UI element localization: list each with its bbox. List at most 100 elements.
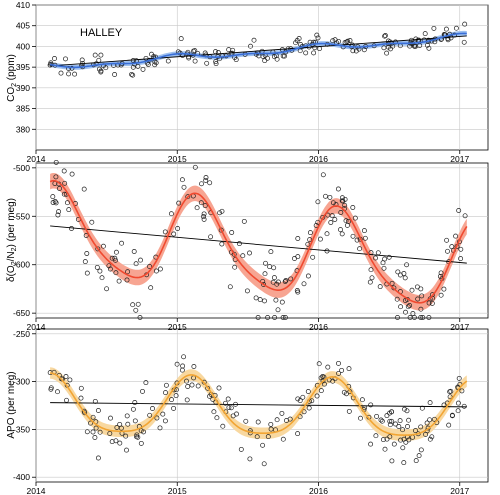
data-point <box>336 360 341 366</box>
data-point <box>395 315 400 320</box>
data-point <box>201 216 207 222</box>
data-point <box>98 52 104 58</box>
data-point <box>130 72 136 78</box>
data-point <box>426 315 432 320</box>
data-point <box>431 416 437 422</box>
data-point <box>361 47 367 53</box>
co2-ylabel-sub: 2 <box>11 83 18 87</box>
data-point <box>455 408 461 414</box>
data-point <box>380 260 386 266</box>
data-point <box>389 280 395 286</box>
data-point <box>84 251 90 256</box>
data-point <box>357 246 363 252</box>
data-point <box>453 233 459 239</box>
data-point <box>148 285 154 291</box>
data-point <box>194 205 200 211</box>
data-point <box>96 57 102 63</box>
y-tick-label: 400 <box>16 41 30 51</box>
data-point <box>184 378 189 384</box>
data-point <box>260 442 266 448</box>
data-point <box>104 286 110 292</box>
y-tick-label: 380 <box>16 124 30 134</box>
apo-fit-curve <box>50 372 468 437</box>
x-tick-label: 2014 <box>27 486 46 495</box>
data-point <box>438 270 444 276</box>
data-point <box>427 400 433 406</box>
data-point <box>446 422 452 428</box>
data-point <box>274 281 280 287</box>
data-point <box>55 212 61 218</box>
smooth-fit-curve <box>49 32 467 69</box>
data-point <box>265 315 271 320</box>
data-point <box>453 25 459 31</box>
data-point <box>346 408 352 414</box>
data-point <box>407 303 413 308</box>
data-point <box>211 409 217 415</box>
data-point <box>344 222 350 228</box>
data-point <box>338 227 343 233</box>
data-point <box>445 248 450 254</box>
data-point <box>280 436 286 442</box>
data-point <box>384 413 390 419</box>
data-point <box>56 209 62 215</box>
co2-fit-curve <box>49 32 467 69</box>
data-point <box>411 315 417 320</box>
data-point <box>296 36 302 41</box>
o2n2-fit-band <box>50 173 467 311</box>
data-point <box>52 56 57 61</box>
data-point <box>354 237 360 243</box>
data-point <box>214 415 220 421</box>
co2-ticks: 2014 2015 2016 2017 380 385 390 395 400 405 410 <box>16 0 470 164</box>
data-point <box>389 458 395 464</box>
data-point <box>241 218 247 224</box>
data-point <box>268 426 274 432</box>
data-point <box>99 275 105 281</box>
data-point <box>449 413 455 419</box>
data-point <box>418 447 424 453</box>
data-point <box>53 174 59 180</box>
data-point <box>343 391 349 397</box>
data-point <box>300 394 306 400</box>
long-term-trend-line <box>50 402 467 408</box>
data-point <box>58 70 64 76</box>
data-point <box>133 307 139 313</box>
data-point <box>143 55 149 61</box>
data-point <box>362 235 368 241</box>
data-point <box>107 266 113 272</box>
data-point <box>84 429 90 435</box>
data-point <box>78 395 84 401</box>
data-point <box>297 398 303 404</box>
data-point <box>130 406 136 412</box>
data-point <box>305 389 311 394</box>
data-point <box>461 403 467 409</box>
data-point <box>420 315 426 320</box>
data-point <box>332 217 338 222</box>
data-point <box>338 210 344 215</box>
data-point <box>160 411 166 417</box>
data-point <box>406 437 412 443</box>
data-point <box>64 397 69 403</box>
data-point <box>191 364 197 369</box>
data-point <box>82 410 88 416</box>
data-point <box>397 272 403 278</box>
x-tick-label: 2016 <box>309 154 328 164</box>
data-point <box>171 231 177 237</box>
data-point <box>140 66 146 72</box>
data-point <box>90 429 96 435</box>
data-point <box>109 439 115 445</box>
data-point <box>218 227 224 233</box>
y-tick-label: 385 <box>16 104 30 114</box>
data-point <box>260 53 266 59</box>
data-point <box>175 226 181 231</box>
data-point <box>426 45 432 51</box>
x-tick-label: 2015 <box>168 154 187 164</box>
data-point <box>238 446 244 452</box>
data-point <box>384 50 390 56</box>
data-point <box>368 402 374 408</box>
data-point <box>284 418 289 423</box>
y-tick-label: 410 <box>16 0 30 10</box>
data-point <box>149 51 154 57</box>
data-point <box>176 200 182 206</box>
data-point <box>113 270 119 276</box>
data-point <box>367 279 373 285</box>
